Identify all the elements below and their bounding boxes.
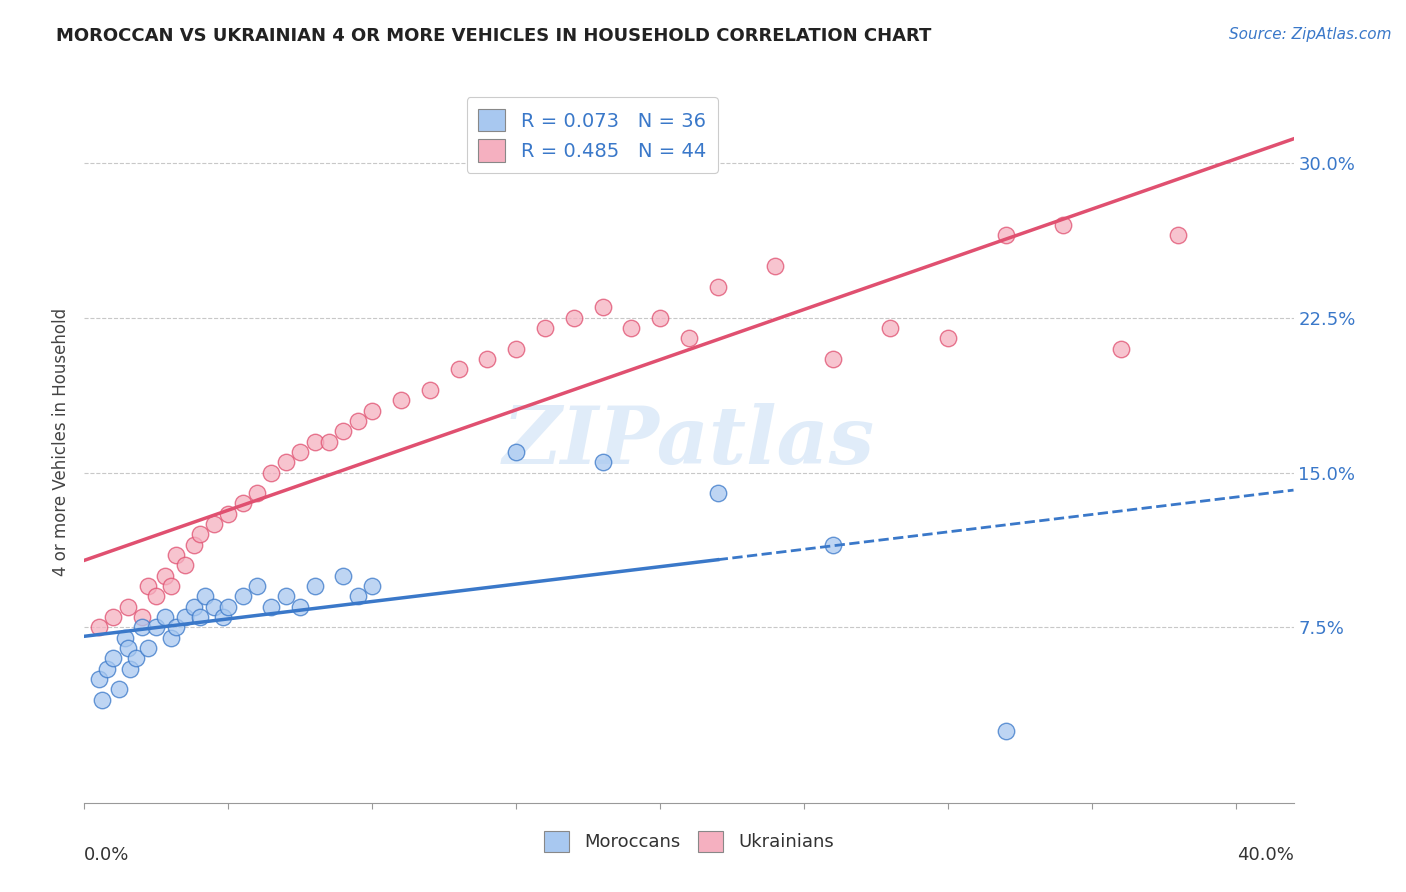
Point <box>117 599 139 614</box>
Point <box>90 692 112 706</box>
Point <box>260 599 283 614</box>
Point <box>217 599 239 614</box>
Point <box>994 228 1017 243</box>
Point <box>347 414 370 428</box>
Point <box>318 434 340 449</box>
Point <box>260 466 283 480</box>
Point <box>183 599 205 614</box>
Point <box>304 434 326 449</box>
Point <box>592 301 614 315</box>
Point <box>232 496 254 510</box>
Text: ZIPatlas: ZIPatlas <box>503 403 875 480</box>
Point <box>290 445 312 459</box>
Point <box>274 590 297 604</box>
Point <box>332 568 354 582</box>
Point <box>117 640 139 655</box>
Point <box>936 331 959 345</box>
Point <box>706 486 728 500</box>
Point <box>194 590 217 604</box>
Point <box>361 579 384 593</box>
Point <box>217 507 239 521</box>
Point <box>188 610 211 624</box>
Point <box>136 579 159 593</box>
Point <box>1109 342 1132 356</box>
Point <box>763 259 786 273</box>
Point <box>87 672 110 686</box>
Point <box>202 599 225 614</box>
Point <box>166 620 188 634</box>
Point <box>174 558 197 573</box>
Text: MOROCCAN VS UKRAINIAN 4 OR MORE VEHICLES IN HOUSEHOLD CORRELATION CHART: MOROCCAN VS UKRAINIAN 4 OR MORE VEHICLES… <box>56 27 932 45</box>
Point <box>419 383 441 397</box>
Point <box>101 610 124 624</box>
Point <box>188 527 211 541</box>
Point <box>101 651 124 665</box>
Y-axis label: 4 or more Vehicles in Household: 4 or more Vehicles in Household <box>52 308 70 575</box>
Point <box>136 640 159 655</box>
Point <box>153 568 176 582</box>
Point <box>246 579 269 593</box>
Point <box>183 538 205 552</box>
Point <box>706 279 728 293</box>
Point <box>202 517 225 532</box>
Point <box>274 455 297 469</box>
Point <box>620 321 643 335</box>
Point <box>120 662 142 676</box>
Point <box>650 310 672 325</box>
Point <box>145 620 167 634</box>
Point <box>145 590 167 604</box>
Point <box>304 579 326 593</box>
Point <box>114 631 136 645</box>
Point <box>332 424 354 438</box>
Point <box>108 682 131 697</box>
Point <box>174 610 197 624</box>
Point <box>994 723 1017 738</box>
Point <box>153 610 176 624</box>
Point <box>678 331 700 345</box>
Text: 0.0%: 0.0% <box>84 847 129 864</box>
Point <box>131 620 153 634</box>
Point <box>505 445 527 459</box>
Point <box>505 342 527 356</box>
Point <box>592 455 614 469</box>
Point <box>131 610 153 624</box>
Point <box>347 590 370 604</box>
Point <box>159 579 181 593</box>
Point <box>562 310 585 325</box>
Point <box>232 590 254 604</box>
Point <box>211 610 233 624</box>
Point <box>534 321 557 335</box>
Text: Source: ZipAtlas.com: Source: ZipAtlas.com <box>1229 27 1392 42</box>
Point <box>477 351 499 366</box>
Point <box>1052 218 1074 232</box>
Point <box>447 362 470 376</box>
Point <box>821 538 844 552</box>
Point <box>290 599 312 614</box>
Point <box>96 662 118 676</box>
Point <box>125 651 148 665</box>
Point <box>389 393 412 408</box>
Point <box>166 548 188 562</box>
Point <box>821 351 844 366</box>
Point <box>879 321 901 335</box>
Text: 40.0%: 40.0% <box>1237 847 1294 864</box>
Point <box>246 486 269 500</box>
Point <box>159 631 181 645</box>
Point <box>1167 228 1189 243</box>
Point <box>361 403 384 417</box>
Legend: Moroccans, Ukrainians: Moroccans, Ukrainians <box>537 823 841 859</box>
Point <box>87 620 110 634</box>
